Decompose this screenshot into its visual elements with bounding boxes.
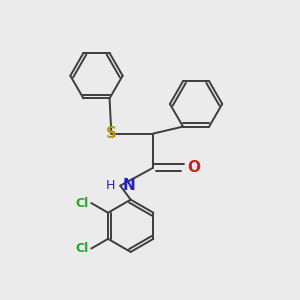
Text: Cl: Cl (75, 196, 88, 210)
Text: N: N (123, 178, 135, 193)
Text: H: H (106, 178, 115, 192)
Text: S: S (106, 126, 117, 141)
Text: O: O (188, 160, 201, 175)
Text: Cl: Cl (75, 242, 88, 255)
